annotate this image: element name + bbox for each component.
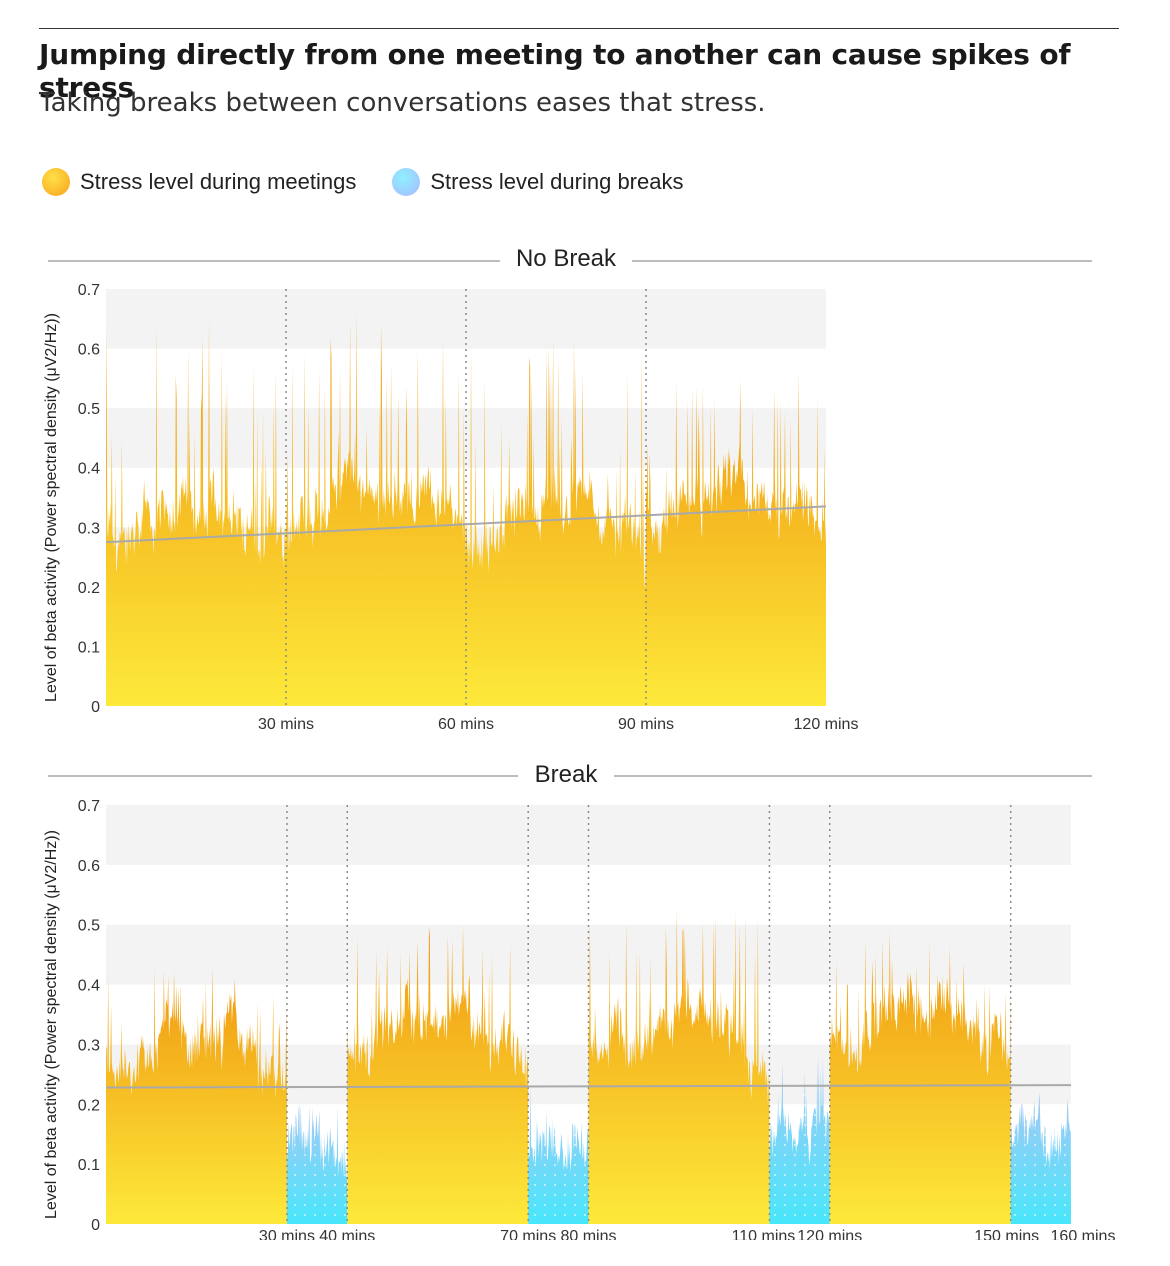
y-tick-label: 0 bbox=[91, 1217, 100, 1234]
legend-item-meetings: Stress level during meetings bbox=[42, 168, 356, 196]
break-dot-texture bbox=[1010, 1092, 1071, 1224]
legend: Stress level during meetings Stress leve… bbox=[42, 168, 719, 196]
page-bottom-band bbox=[0, 1240, 1170, 1266]
x-tick-label: 150 mins bbox=[974, 1228, 1039, 1240]
meeting-area-segment bbox=[286, 311, 466, 706]
y-tick-label: 0.7 bbox=[78, 798, 100, 815]
y-tick-label: 0.5 bbox=[78, 918, 100, 935]
x-tick-label: 90 mins bbox=[618, 716, 674, 733]
y-tick-label: 0.4 bbox=[78, 461, 100, 478]
x-tick-label: 110 mins bbox=[732, 1228, 796, 1240]
break-swatch-icon bbox=[392, 168, 421, 196]
y-tick-label: 0 bbox=[91, 699, 100, 716]
meeting-area-segment bbox=[106, 966, 287, 1224]
panel-no-break: No Break 0 0.1 0.2 0.3 0.4 0.5 0.6 0.7 Level of b… bbox=[43, 245, 1092, 733]
grid-band bbox=[106, 924, 1071, 985]
y-axis-label: Level of beta activity (Power spectral d… bbox=[43, 830, 60, 1219]
legend-item-breaks: Stress level during breaks bbox=[392, 168, 683, 196]
meeting-area-segment bbox=[347, 924, 529, 1224]
break-dot-texture bbox=[286, 1104, 348, 1224]
x-tick-label: 40 mins bbox=[319, 1228, 375, 1240]
charts-canvas: No Break 0 0.1 0.2 0.3 0.4 0.5 0.6 0.7 Level of b… bbox=[43, 245, 1115, 1240]
y-axis-label: Level of beta activity (Power spectral d… bbox=[43, 313, 60, 702]
panel-title: No Break bbox=[516, 245, 617, 272]
meeting-area-segment bbox=[106, 319, 286, 706]
panel-title: Break bbox=[535, 761, 599, 788]
legend-label-meetings: Stress level during meetings bbox=[80, 169, 357, 194]
break-dot-texture bbox=[528, 1084, 589, 1224]
x-tick-label: 70 mins bbox=[500, 1228, 556, 1240]
x-tick-label: 120 mins bbox=[797, 1228, 862, 1240]
panel-break: Break 0 0.1 0.2 0.3 0.4 0.5 0.6 0.7 Level of beta… bbox=[43, 761, 1115, 1240]
grid-band bbox=[106, 289, 826, 349]
y-tick-label: 0.5 bbox=[78, 401, 100, 418]
x-tick-label: 30 mins bbox=[259, 1228, 315, 1240]
y-tick-label: 0.2 bbox=[78, 580, 100, 597]
meeting-area-segment bbox=[466, 336, 646, 706]
chart-subtitle: Taking breaks between conversations ease… bbox=[39, 88, 766, 118]
y-tick-label: 0.3 bbox=[78, 520, 100, 537]
y-tick-label: 0.6 bbox=[78, 858, 100, 875]
y-tick-label: 0.1 bbox=[78, 1157, 100, 1174]
y-tick-label: 0.3 bbox=[78, 1037, 100, 1054]
chart-title: Jumping directly from one meeting to ano… bbox=[39, 38, 1071, 104]
meeting-area-segment bbox=[829, 929, 1011, 1224]
break-dot-texture bbox=[769, 1056, 830, 1224]
grid-band bbox=[106, 805, 1071, 865]
trend-line bbox=[105, 505, 827, 544]
meeting-area-segment bbox=[646, 372, 826, 706]
top-rule bbox=[39, 28, 1119, 29]
x-tick-label: 60 mins bbox=[438, 716, 494, 733]
x-tick-label: 80 mins bbox=[560, 1228, 616, 1240]
y-tick-label: 0.4 bbox=[78, 978, 100, 995]
y-tick-label: 0.1 bbox=[78, 639, 100, 656]
meeting-swatch-icon bbox=[42, 168, 70, 196]
x-tick-label: 160 mins bbox=[1051, 1228, 1116, 1240]
x-tick-label: 120 mins bbox=[794, 716, 859, 733]
y-tick-label: 0.7 bbox=[78, 282, 100, 299]
y-tick-label: 0.2 bbox=[78, 1097, 100, 1114]
y-tick-label: 0.6 bbox=[78, 342, 100, 359]
trend-line bbox=[105, 1084, 1072, 1089]
legend-label-breaks: Stress level during breaks bbox=[430, 169, 684, 194]
meeting-area-segment bbox=[588, 907, 770, 1224]
x-tick-label: 30 mins bbox=[258, 716, 314, 733]
